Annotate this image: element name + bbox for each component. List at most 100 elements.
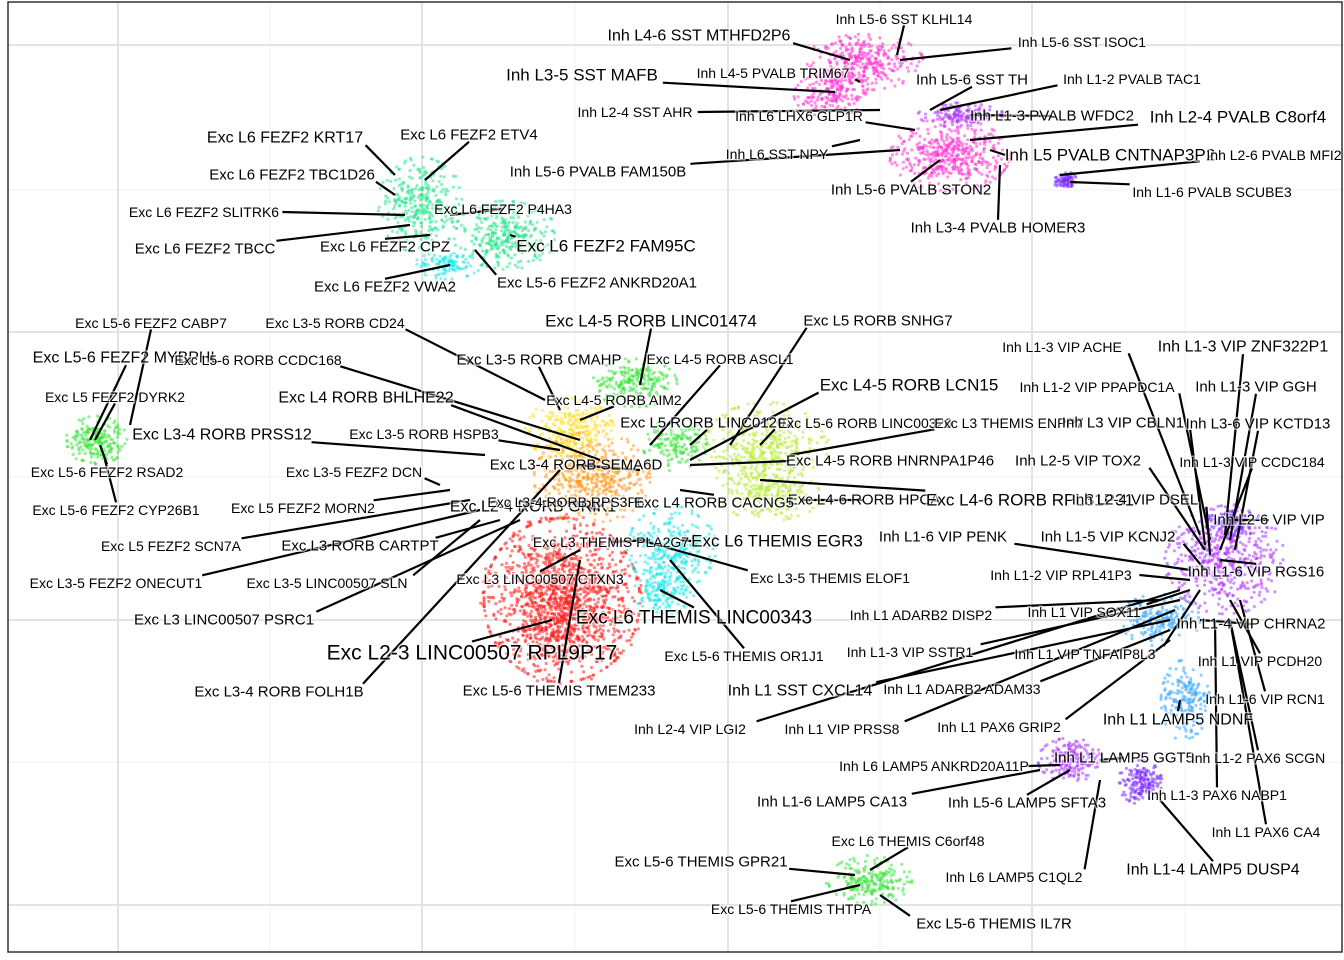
label-leader-line xyxy=(895,25,906,56)
label-leader-line xyxy=(509,233,516,238)
label-leader-line xyxy=(969,123,1139,142)
cluster-point-cloud xyxy=(1122,592,1202,648)
cluster-label: Inh L6 LAMP5 C1QL2 xyxy=(946,869,1083,885)
cluster-label: Inh L3 VIP CBLN1 xyxy=(1062,415,1184,432)
label-leader-line xyxy=(89,364,127,441)
cluster-label: Exc L3 LINC00507 CTXN3 xyxy=(456,571,624,587)
cluster-label: Exc L5-6 THEMIS GPR21 xyxy=(614,854,787,871)
cluster-label: Inh L1-6 VIP PENK xyxy=(879,529,1007,546)
cluster-label: Inh L1-2 VIP PPAPDC1A xyxy=(1019,379,1175,395)
cluster-label: Inh L1 VIP TNFAIP8L3 xyxy=(1014,646,1155,662)
cluster-point-cloud xyxy=(805,32,926,92)
label-leader-line xyxy=(1159,799,1214,862)
label-leader-line xyxy=(1219,558,1257,565)
label-leader-line xyxy=(1146,588,1191,606)
cluster-label: Exc L6 THEMIS C6orf48 xyxy=(831,833,984,849)
label-leader-line xyxy=(679,538,692,543)
cluster-label: Inh L2-4 VIP DSEL xyxy=(1072,492,1198,509)
label-leader-line xyxy=(756,588,1181,723)
label-leader-line xyxy=(689,459,790,467)
cluster-label: Inh L1 VIP PCDH20 xyxy=(1198,653,1322,669)
cluster-label: Exc L6 THEMIS EGR3 xyxy=(691,532,863,551)
cluster-label: Inh L2-4 VIP LGI2 xyxy=(634,721,746,737)
label-leader-line xyxy=(1026,769,1071,796)
label-leader-line xyxy=(1083,779,1102,870)
label-leader-line xyxy=(1014,542,1191,572)
label-leader-line xyxy=(1238,599,1267,692)
cluster-label: Exc L6 THEMIS LINC00343 xyxy=(576,608,812,629)
cluster-label: Inh L5-6 PVALB STON2 xyxy=(831,182,991,199)
cluster-label: Inh L1-2 PAX6 SCGN xyxy=(1191,750,1325,766)
cluster-label: Exc L5 FEZF2 MORN2 xyxy=(231,500,375,516)
label-leader-line xyxy=(1228,619,1268,825)
cluster-label: Exc L3-4 RORB RPS3P6 xyxy=(487,494,644,510)
label-leader-line xyxy=(339,365,581,442)
cluster-label: Inh L1-3 VIP ACHE xyxy=(1002,339,1122,355)
label-leader-line xyxy=(1218,467,1254,551)
label-leader-line xyxy=(996,164,1002,220)
cluster-label: Inh L1 ADARB2 DISP2 xyxy=(850,607,993,623)
cluster-label: Inh L5-6 PVALB FAM150B xyxy=(510,164,687,181)
cluster-label: Inh L1 SST CXCL14 xyxy=(728,683,873,700)
grid-lines xyxy=(8,2,1342,952)
label-leader-line xyxy=(538,366,561,411)
label-leader-line xyxy=(899,47,1012,62)
cluster-label: Inh L1-6 VIP RGS16 xyxy=(1188,564,1324,581)
cluster-label: Exc L3-4 RORB SEMA6D xyxy=(490,457,663,474)
cluster-label: Exc L6 FEZF2 ETV4 xyxy=(400,127,538,144)
label-leader-line xyxy=(759,428,776,446)
cluster-label: Inh L2-5 VIP TOX2 xyxy=(1015,453,1141,470)
label-leader-lines xyxy=(89,25,1269,917)
label-leader-line xyxy=(1059,160,1200,177)
label-leader-line xyxy=(449,207,504,217)
label-leader-line xyxy=(315,518,521,613)
label-leader-line xyxy=(373,488,451,502)
label-leader-line xyxy=(1176,699,1182,712)
cluster-label: Exc L3-5 FEZF2 ONECUT1 xyxy=(30,575,203,591)
label-leader-line xyxy=(669,559,745,650)
label-leader-line xyxy=(1205,506,1212,556)
label-leader-line xyxy=(790,883,861,903)
label-leader-line xyxy=(241,498,471,540)
label-leader-line xyxy=(1213,619,1219,788)
cluster-label: Exc L5 RORB SNHG7 xyxy=(803,313,952,330)
label-leader-line xyxy=(1223,354,1245,536)
label-leader-line xyxy=(557,559,582,683)
label-leader-line xyxy=(969,113,1053,118)
cluster-label: Exc L6 FEZF2 SLITRK6 xyxy=(129,204,279,220)
cluster-label: Exc L3-5 LINC00507 SLN xyxy=(246,575,407,591)
cluster-label: Inh L1 LAMP5 NDNF xyxy=(1103,712,1254,729)
cluster-label: Inh L1-6 PVALB SCUBE3 xyxy=(1132,184,1291,200)
label-leader-line xyxy=(989,148,1006,157)
label-leader-line xyxy=(474,249,498,276)
label-leader-line xyxy=(412,519,481,577)
cluster-label: Inh L1-4 LAMP5 DUSP4 xyxy=(1126,862,1300,879)
cluster-label: Inh L5 PVALB CNTNAP3P2 xyxy=(1005,146,1215,165)
cluster-label: Inh L6 SST NPY xyxy=(726,146,829,162)
label-leader-line xyxy=(450,404,601,462)
cluster-label: Inh L3-6 VIP KCTD13 xyxy=(1186,416,1331,433)
cluster-label: Exc L3-5 RORB HSPB3 xyxy=(349,426,499,442)
cluster-label: Inh L1-6 VIP RCN1 xyxy=(1205,691,1325,707)
cluster-label: Inh L3-4 PVALB HOMER3 xyxy=(911,220,1086,237)
cluster-point-cloud xyxy=(792,71,868,117)
cluster-label: Exc L6 FEZF2 VWA2 xyxy=(314,279,456,296)
label-leader-line xyxy=(471,618,553,643)
cluster-point-cloud xyxy=(1117,758,1164,805)
label-leader-line xyxy=(1162,589,1201,647)
cluster-label: Exc L6 FEZF2 CPZ xyxy=(320,239,450,256)
label-leader-line xyxy=(649,364,721,446)
cluster-label: Exc L3-4 RORB FOLH1B xyxy=(194,684,363,701)
cluster-label: Inh L6 LHX6 GLP1R xyxy=(735,108,863,124)
label-leader-line xyxy=(405,328,546,401)
cluster-label: Exc L4-5 RORB ASCL1 xyxy=(646,351,793,367)
cluster-label: Exc L5 FEZF2 DYRK2 xyxy=(45,389,185,405)
cluster-label: Exc L6 FEZF2 TBCC xyxy=(135,241,276,258)
cluster-point-cloud xyxy=(719,466,823,522)
cluster-label: Inh L5-6 SST TH xyxy=(916,72,1028,89)
cluster-point-cloud xyxy=(415,249,480,281)
cluster-label: Inh L1 LAMP5 GGT5 xyxy=(1054,750,1194,767)
label-leader-line xyxy=(575,463,641,472)
